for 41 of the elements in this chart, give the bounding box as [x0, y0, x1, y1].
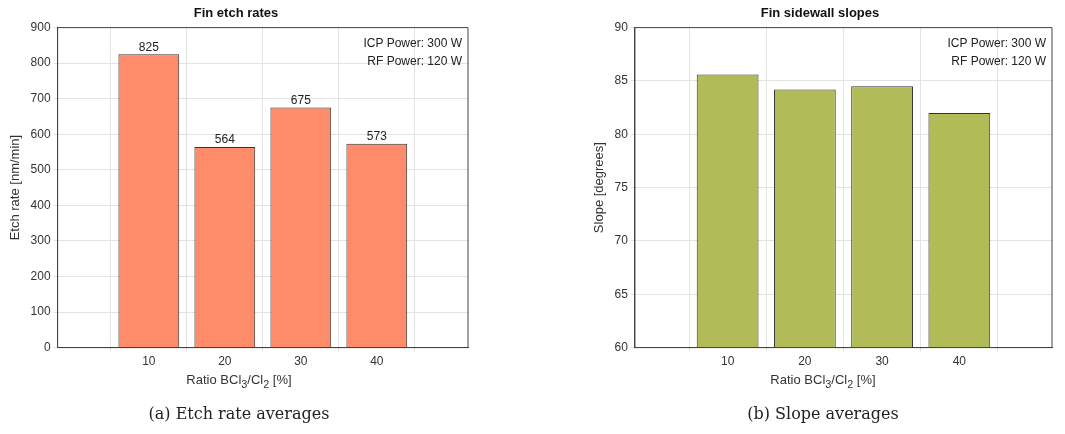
y-tick-label: 700	[30, 91, 51, 106]
y-tick-label: 800	[30, 55, 51, 70]
y-tick-label: 200	[30, 268, 51, 283]
x-tick-label: 20	[798, 354, 812, 369]
y-axis-title: Etch rate [nm/min]	[7, 134, 23, 241]
chart-title: Fin etch rates	[193, 5, 279, 21]
x-tick-label: 20	[218, 354, 232, 369]
y-axis-title: Slope [degrees]	[591, 142, 607, 234]
x-axis-title: Ratio BCl$_{3}$/Cl$_{2}$ [%]	[185, 372, 293, 390]
data-label: 573	[366, 129, 388, 144]
y-tick-label: 400	[30, 197, 51, 212]
y-tick-label: 300	[30, 233, 51, 248]
x-tick-label: 30	[875, 354, 890, 369]
x-axis-title: Ratio BCl$_{3}$/Cl$_{2}$ [%]	[769, 372, 877, 390]
y-tick-label: 65	[614, 286, 629, 301]
data-label: 675	[290, 92, 312, 107]
y-tick-label: 600	[30, 126, 51, 141]
x-tick-label: 10	[142, 354, 156, 369]
y-tick-label: 900	[30, 19, 51, 34]
y-tick-label: 70	[614, 233, 629, 248]
chart-title: Fin sidewall slopes	[760, 5, 880, 21]
annotation: RF Power: 120 W	[951, 53, 1047, 68]
x-tick-label: 30	[294, 354, 308, 369]
annotation: ICP Power: 300 W	[363, 35, 463, 50]
y-tick-label: 0	[43, 339, 51, 354]
y-tick-label: 500	[30, 162, 51, 177]
y-tick-label: 80	[614, 126, 629, 141]
text: (b) Slope averages	[746, 404, 900, 423]
annotation: ICP Power: 300 W	[947, 35, 1047, 50]
x-tick-label: 40	[952, 354, 967, 369]
text: (a) Etch rate averages	[147, 404, 331, 423]
annotation: RF Power: 120 W	[367, 53, 463, 68]
y-tick-label: 60	[614, 339, 629, 354]
x-tick-label: 10	[720, 354, 735, 369]
y-tick-label: 75	[614, 179, 629, 194]
data-label: 825	[138, 39, 160, 54]
y-tick-label: 100	[30, 304, 51, 319]
data-label: 564	[214, 132, 236, 147]
y-tick-label: 85	[614, 73, 629, 88]
y-tick-label: 90	[614, 19, 629, 34]
x-tick-label: 40	[370, 354, 384, 369]
